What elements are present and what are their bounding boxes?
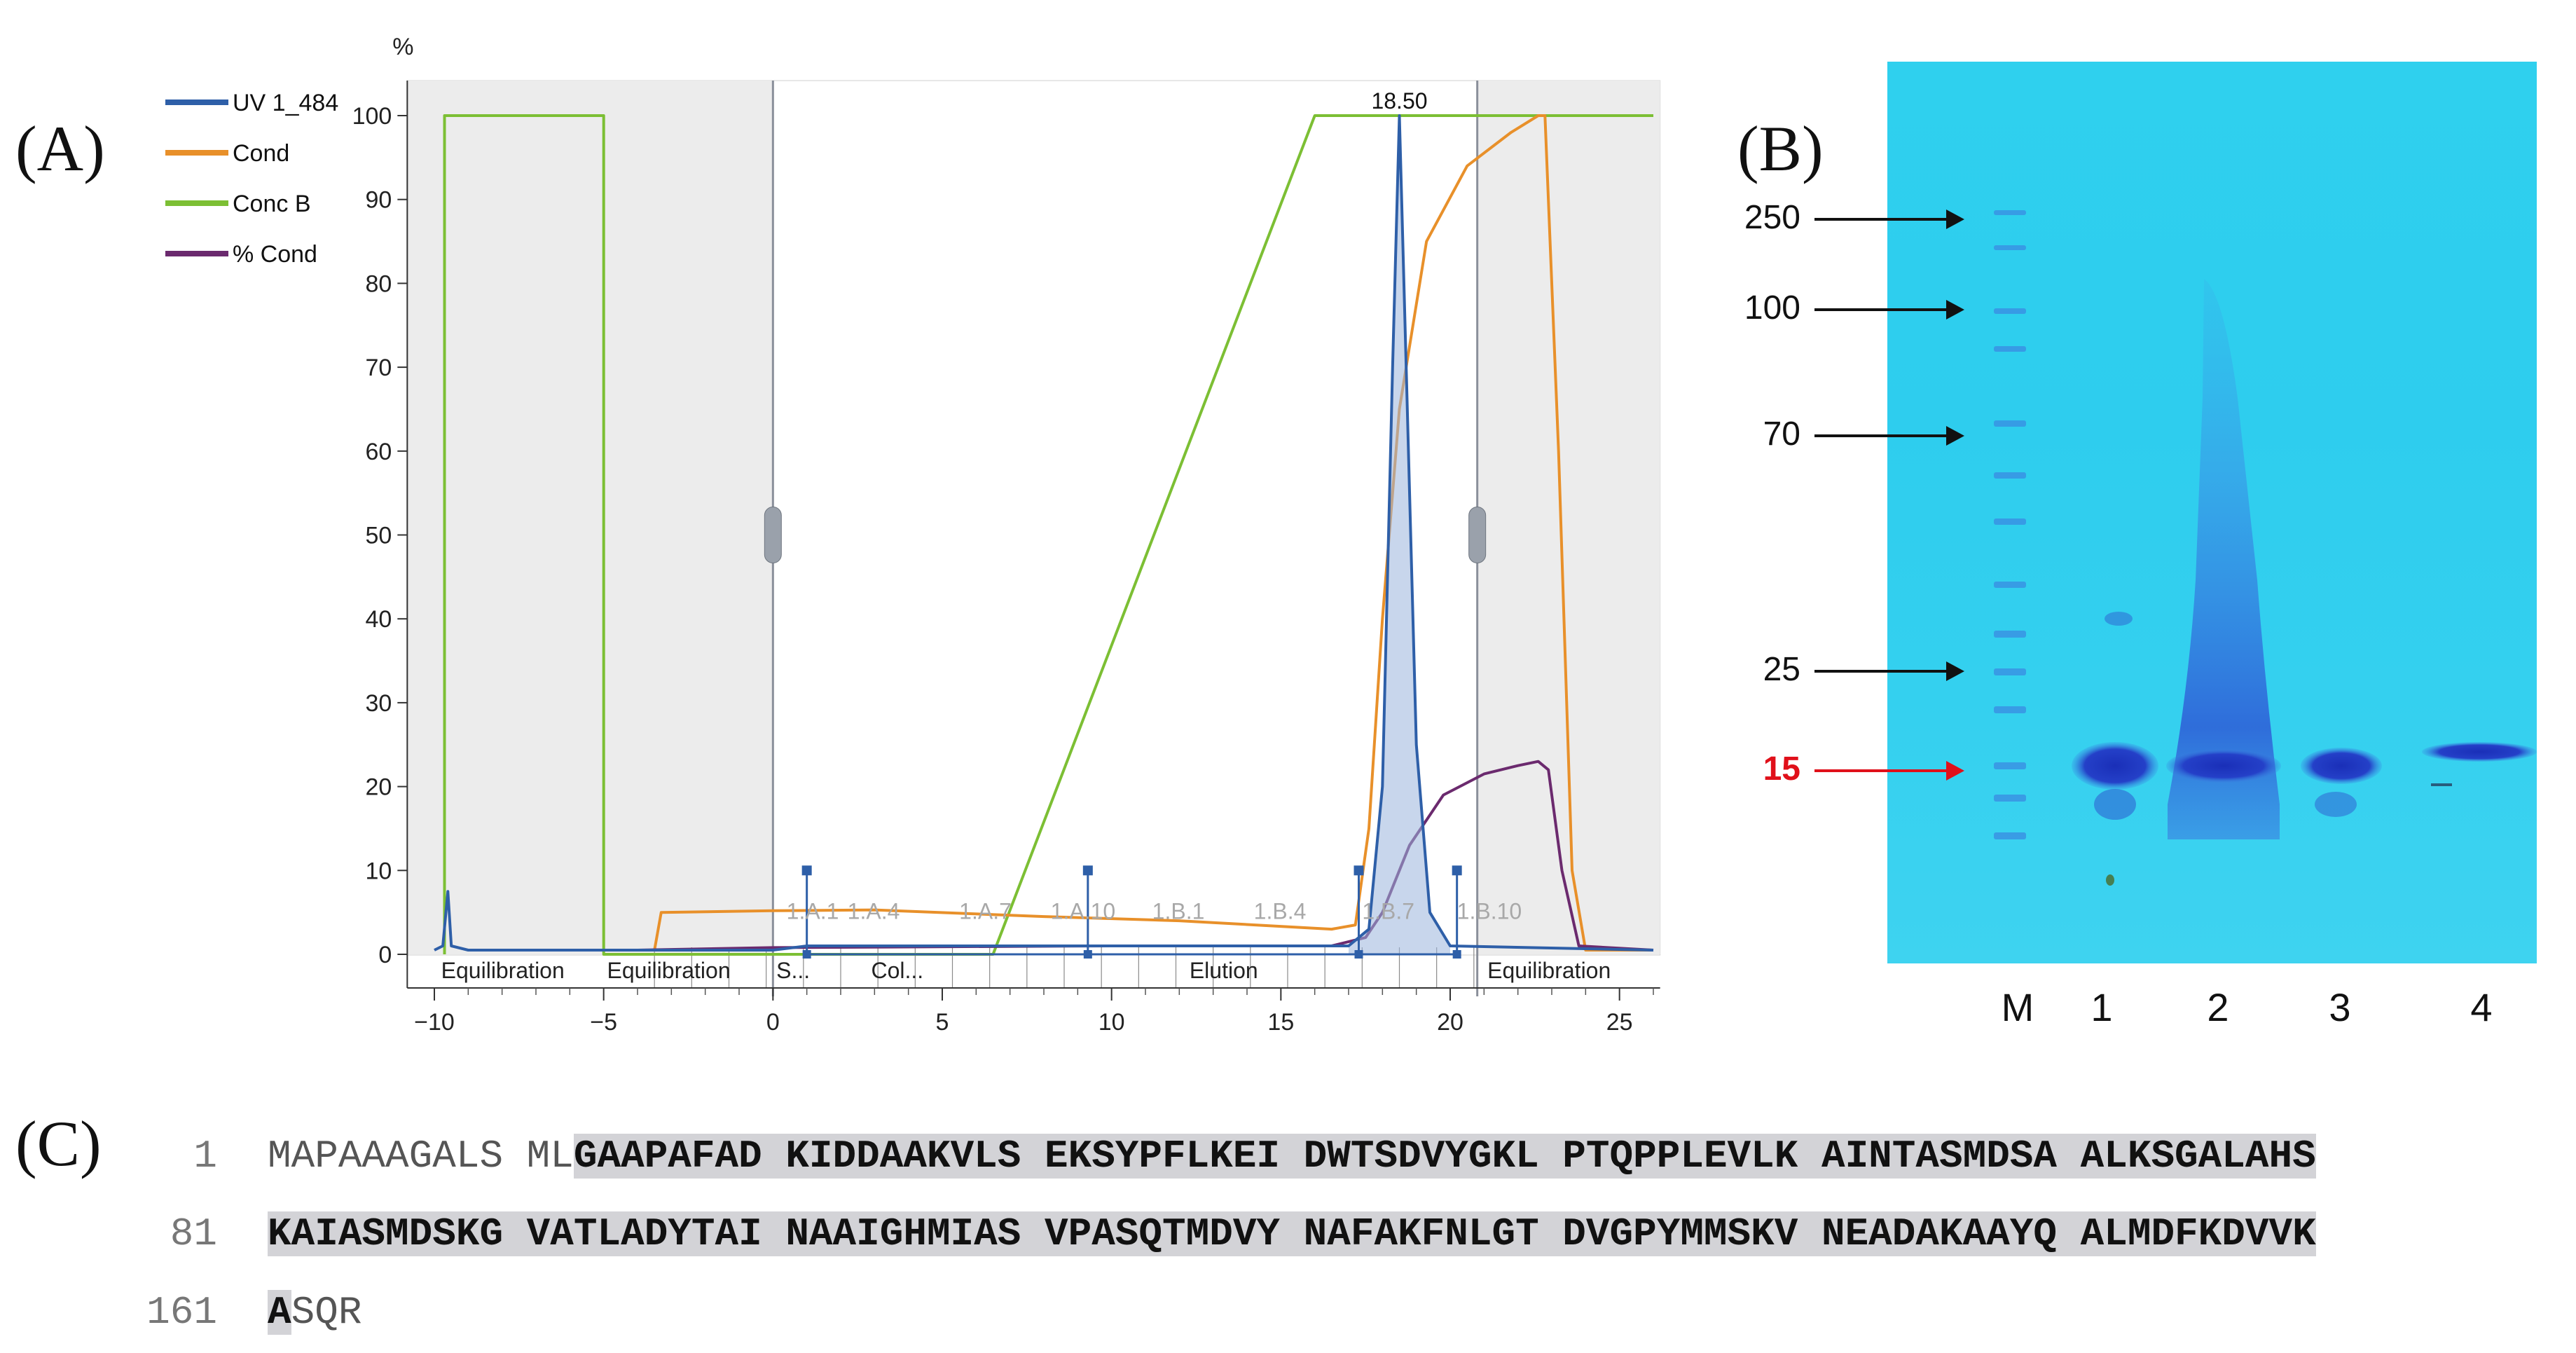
marker-arrow-15: [1814, 760, 1964, 781]
x-tick-label: −5: [590, 1009, 617, 1036]
y-tick-label: 50: [366, 523, 392, 549]
marker-handle-1: [764, 507, 782, 563]
lane-4-bands: [2422, 742, 2537, 786]
x-tick-label: 15: [1267, 1009, 1294, 1036]
region-label: Equilibration: [441, 958, 565, 983]
lane-label-3: 3: [2329, 985, 2351, 1029]
sequence-unmatched: SQR: [291, 1290, 362, 1335]
marker-arrow-100: [1814, 299, 1964, 320]
lane-label-4: 4: [2470, 985, 2493, 1029]
fraction-label: 1.A.4: [848, 899, 900, 924]
shaded-region-pre: [407, 81, 773, 954]
y-tick-label: 100: [352, 103, 392, 130]
x-tick-label: 20: [1437, 1009, 1463, 1036]
sequence-position: 81: [170, 1211, 217, 1256]
chromatogram-chart: UV 1_484 Cond Conc B % Cond 18.50 1.A.1 1.A.4…: [165, 34, 1661, 1036]
gel-bands: [1994, 210, 2537, 886]
region-label: Col...: [872, 958, 924, 983]
marker-handle-2: [1468, 507, 1487, 563]
legend-label: % Cond: [233, 241, 317, 268]
fraction-marker-head: [1354, 865, 1364, 876]
marker-label-250: 250: [1744, 199, 1800, 237]
fraction-marker-head: [801, 865, 812, 876]
fraction-marker-head: [1452, 865, 1462, 876]
fraction-label: 1.A.1: [787, 899, 839, 924]
lane-1-bands: [2072, 612, 2158, 886]
region-label: Equilibration: [1487, 958, 1611, 983]
y-tick-label: 0: [378, 942, 392, 968]
uv-peak-fill: [1349, 116, 1450, 954]
sequence-row: 1 MAPAAAGALS MLGAAPAFAD KIDDAAKVLS EKSYPF…: [140, 1134, 2316, 1179]
sequence-position: 1: [193, 1134, 217, 1179]
sequence-coverage-highlight: A: [268, 1290, 291, 1335]
fraction-marker-head: [1082, 865, 1093, 876]
marker-label-100: 100: [1744, 289, 1800, 327]
sds-page-gel: [1887, 62, 2537, 963]
shaded-region-post: [1477, 81, 1660, 954]
y-tick-label: 40: [366, 606, 392, 633]
y-tick-label: 30: [366, 690, 392, 717]
region-label: Equilibration: [607, 958, 731, 983]
sequence-row: 81 KAIASMDSKG VATLADYTAI NAAIGHMIAS VPASQ…: [140, 1211, 2316, 1256]
region-label: S...: [776, 958, 810, 983]
panel-label-b: (B): [1737, 113, 1824, 184]
fraction-label: 1.A.10: [1051, 899, 1116, 924]
fraction-label: 1.B.1: [1152, 899, 1205, 924]
lane-label-1: 1: [2091, 985, 2113, 1029]
chart-legend: UV 1_484 Cond Conc B % Cond: [165, 90, 338, 268]
marker-label-25: 25: [1763, 651, 1800, 688]
marker-label-70: 70: [1763, 415, 1800, 453]
panel-label-a: (A): [15, 113, 105, 184]
fraction-label: 1.B.7: [1362, 899, 1414, 924]
lane-label-2: 2: [2207, 985, 2229, 1029]
peak-label: 18.50: [1371, 88, 1427, 114]
marker-arrow-70: [1814, 426, 1964, 446]
y-tick-label: 70: [366, 355, 392, 381]
marker-arrow-250: [1814, 210, 1964, 230]
marker-label-15: 15: [1763, 750, 1800, 788]
lane-label-m: M: [2001, 985, 2034, 1029]
panel-label-c: (C): [15, 1108, 102, 1179]
sequence-row: 161 ASQR: [140, 1290, 362, 1335]
sequence-coverage-highlight: KAIASMDSKG VATLADYTAI NAAIGHMIAS VPASQTM…: [268, 1211, 2316, 1256]
y-tick-label: 90: [366, 187, 392, 214]
sequence-coverage-highlight: GAAPAFAD KIDDAAKVLS EKSYPFLKEI DWTSDVYGK…: [573, 1134, 2316, 1179]
x-tick-label: −10: [414, 1009, 455, 1036]
fraction-label: 1.B.4: [1254, 899, 1307, 924]
lane-3-bands: [2301, 748, 2382, 817]
series-line-conc-b: [443, 114, 1653, 956]
fraction-label: 1.B.10: [1457, 899, 1522, 924]
ladder-lane: [1994, 210, 2026, 839]
x-tick-label: 10: [1098, 1009, 1125, 1036]
y-unit-label: %: [392, 34, 413, 60]
y-tick-label: 20: [366, 774, 392, 801]
marker-arrow-25: [1814, 661, 1964, 681]
y-tick-label: 60: [366, 439, 392, 465]
lane-2-smear: [2166, 279, 2281, 839]
sequence-position: 161: [146, 1290, 217, 1335]
x-tick-label: 25: [1606, 1009, 1633, 1036]
x-tick-label: 0: [766, 1009, 780, 1036]
legend-label: UV 1_484: [233, 90, 338, 116]
region-label: Elution: [1190, 958, 1258, 983]
legend-label: Cond: [233, 140, 289, 167]
sequence-unmatched: MAPAAAGALS ML: [268, 1134, 574, 1179]
y-tick-label: 80: [366, 270, 392, 297]
y-tick-label: 10: [366, 858, 392, 884]
fraction-label: 1.A.7: [959, 899, 1012, 924]
legend-label: Conc B: [233, 191, 311, 217]
x-tick-label: 5: [936, 1009, 949, 1036]
